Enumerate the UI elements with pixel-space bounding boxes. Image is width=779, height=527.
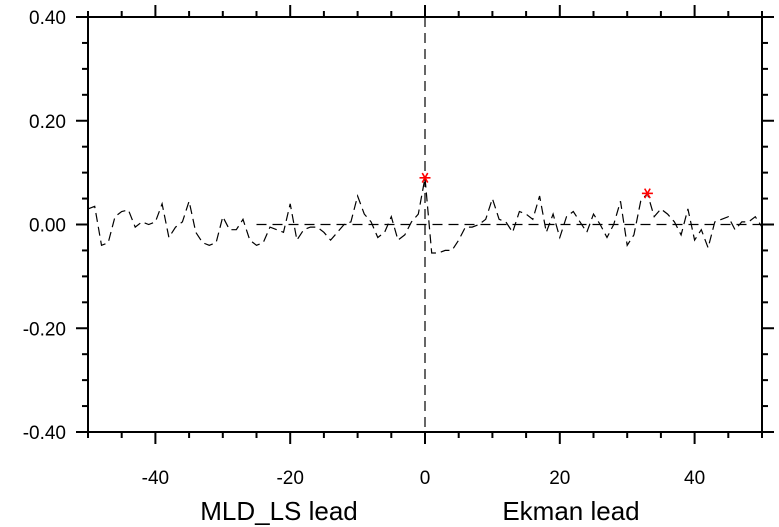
y-tick-label: -0.20 — [23, 319, 66, 340]
x-axis-label-left: MLD_LS lead — [200, 496, 358, 526]
marker-stroke — [421, 172, 429, 183]
x-tick-label: 20 — [549, 468, 570, 489]
marker-stroke — [643, 188, 651, 199]
tick-labels: -40 -20 0 20 40 0.40 0.20 0.00 -0.20 -0.40 — [23, 8, 705, 489]
y-tick-label: -0.40 — [23, 423, 66, 444]
x-tick-label: -40 — [142, 468, 169, 489]
y-tick-label: 0.00 — [29, 216, 66, 237]
reference-lines — [256, 17, 762, 432]
series-layer — [87, 177, 763, 254]
marker-layer — [419, 172, 653, 199]
significance-marker — [419, 172, 431, 183]
y-tick-label: 0.20 — [29, 112, 66, 133]
correlation-series-line — [87, 177, 763, 254]
x-tick-label: -20 — [276, 468, 303, 489]
y-tick-label: 0.40 — [29, 8, 66, 29]
x-axis-label-right: Ekman lead — [502, 496, 639, 526]
x-tick-label: 0 — [420, 468, 431, 489]
significance-marker — [641, 188, 653, 199]
x-tick-label: 40 — [684, 468, 705, 489]
